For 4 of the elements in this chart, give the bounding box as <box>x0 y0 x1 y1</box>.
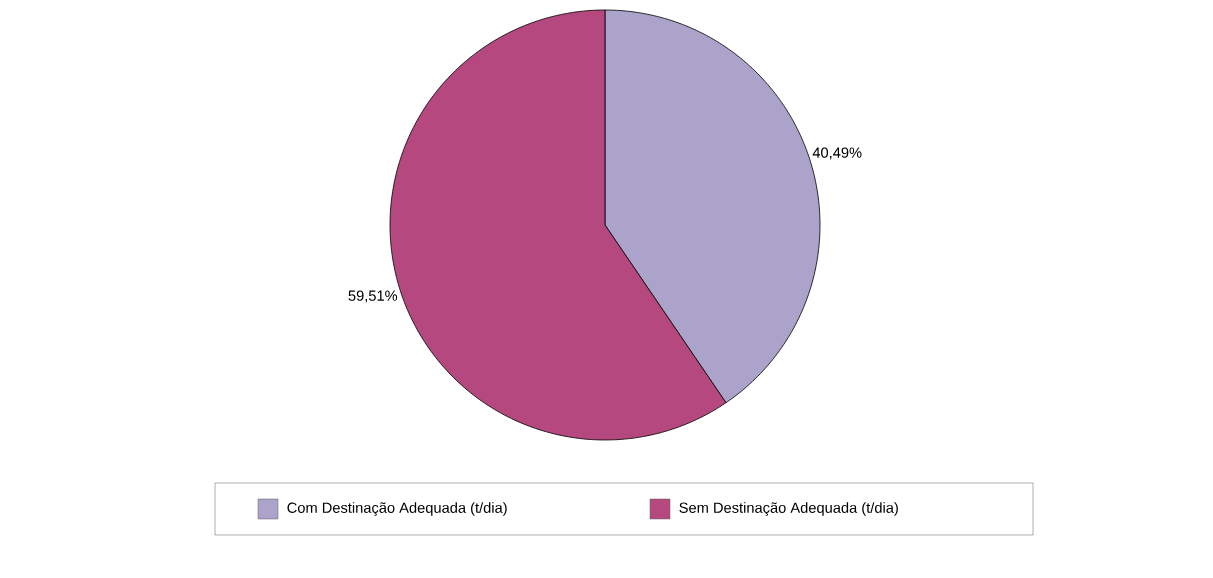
data-label: 40,49% <box>812 147 862 160</box>
data-label: 59,51% <box>348 290 398 303</box>
legend-label: Sem Destinação Adequada (t/dia) <box>679 502 898 516</box>
legend-label: Com Destinação Adequada (t/dia) <box>287 502 507 516</box>
